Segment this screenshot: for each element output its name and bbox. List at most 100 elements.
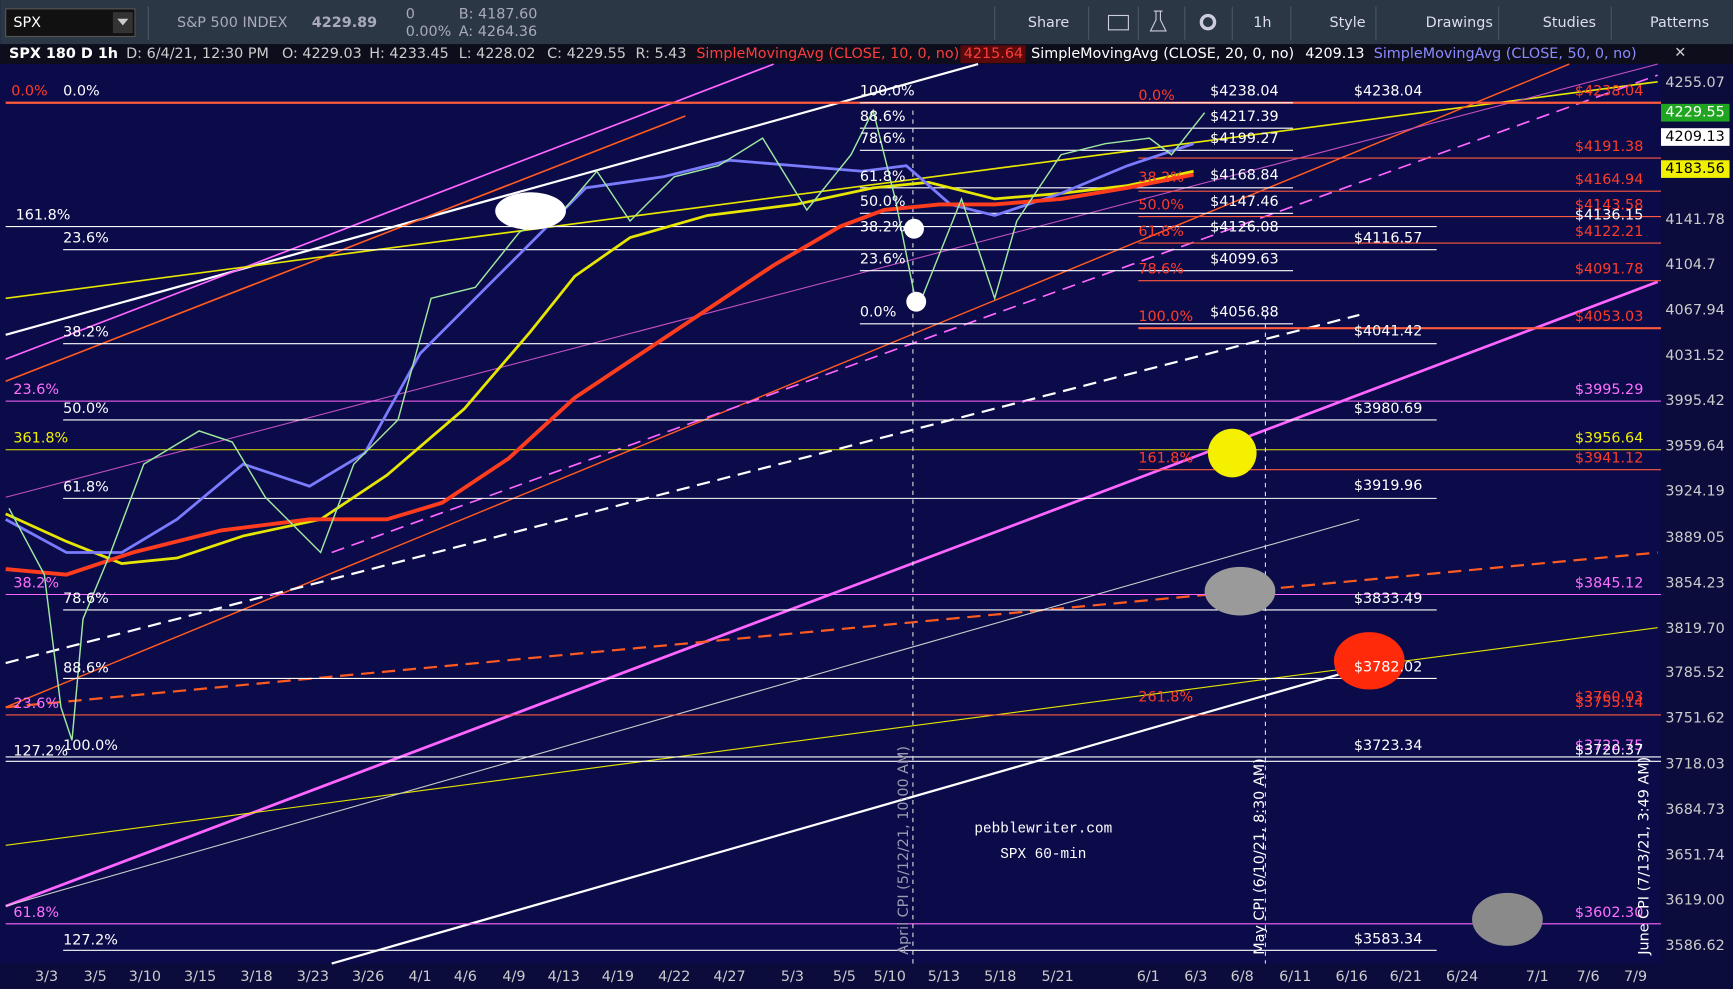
date-tick-label: 6/3 — [1184, 969, 1207, 985]
study-value: 4215.64 — [964, 46, 1023, 62]
price-tick-label: 3854.23 — [1665, 575, 1724, 591]
icon-settings[interactable] — [1199, 13, 1217, 31]
level-label: 38.2% — [13, 575, 59, 591]
price-badge — [1661, 128, 1730, 146]
price-badge-label: 4209.13 — [1665, 129, 1724, 145]
date-tick-label: 6/21 — [1390, 969, 1422, 985]
level-label: 0.0% — [1138, 88, 1174, 104]
level-label: $3919.96 — [1354, 478, 1423, 494]
price-tick-label: 3995.42 — [1665, 393, 1724, 409]
date-tick-label: 4/19 — [602, 969, 634, 985]
price-tick-label: 4104.7 — [1665, 257, 1715, 273]
level-label: $3995.29 — [1575, 382, 1644, 398]
level-label: $3755.14 — [1575, 695, 1644, 711]
toolbar-button[interactable]: Share — [1028, 15, 1070, 31]
icon-flask[interactable] — [1149, 10, 1167, 32]
chart-area — [0, 64, 1662, 964]
study-value: 4209.13 — [1305, 46, 1364, 62]
date-axis — [0, 963, 1733, 989]
level-label: 61.8% — [63, 479, 109, 495]
toolbar-button[interactable]: Drawings — [1426, 15, 1493, 31]
info-range: R: 5.43 — [636, 46, 687, 62]
instrument-name: S&P 500 INDEX — [177, 15, 288, 31]
date-tick-label: 5/18 — [984, 969, 1016, 985]
toolbar-button[interactable]: Patterns — [1650, 15, 1709, 31]
level-label: 78.6% — [860, 131, 906, 147]
level-label: 0.0% — [63, 84, 99, 100]
dynamic-layer: SPX S&P 500 INDEX 4229.89 0 0.00% B: 4187.60 A… — [9, 6, 1730, 985]
level-label: 0.0% — [860, 305, 896, 321]
event-label: May CPI (6/10/21, 8:30 AM) — [1252, 758, 1268, 954]
watermark: SPX 60-min — [1000, 847, 1086, 863]
study-label: SimpleMovingAvg (CLOSE, 20, 0, no) — [1031, 46, 1294, 62]
level-label: 127.2% — [13, 743, 68, 759]
level-label: $4126.08 — [1210, 220, 1279, 236]
date-tick-label: 3/23 — [297, 969, 329, 985]
level-label: $4238.04 — [1210, 84, 1279, 100]
level-label: $4053.03 — [1575, 309, 1644, 325]
level-label: $4147.46 — [1210, 194, 1279, 210]
price-tick-label: 3619.00 — [1665, 893, 1724, 909]
level-label: 61.8% — [1138, 224, 1184, 240]
info-high: H: 4233.45 — [369, 46, 449, 62]
level-label: $3602.30 — [1575, 905, 1644, 921]
date-tick-label: 6/1 — [1137, 969, 1160, 985]
info-title: SPX 180 D 1h — [9, 46, 118, 62]
level-label: 50.0% — [860, 194, 906, 210]
level-label: $4199.27 — [1210, 131, 1279, 147]
date-tick-label: 4/22 — [658, 969, 690, 985]
level-label: $4041.42 — [1354, 324, 1423, 340]
level-label: 23.6% — [13, 696, 59, 712]
crosshair-icon[interactable]: ✕ — [1674, 45, 1686, 61]
level-label: $3782.02 — [1354, 659, 1423, 675]
date-tick-label: 7/9 — [1624, 969, 1647, 985]
level-label: 23.6% — [860, 252, 906, 268]
date-tick-label: 7/6 — [1577, 969, 1600, 985]
date-tick-label: 3/18 — [240, 969, 272, 985]
event-label: June CPI (7/13/21, 3:49 AM) — [1636, 757, 1652, 956]
level-label: $4136.15 — [1575, 207, 1644, 223]
date-tick-label: 3/26 — [352, 969, 384, 985]
price-tick-label: 4255.07 — [1665, 75, 1724, 91]
level-label: $4091.78 — [1575, 262, 1644, 278]
study-label: SimpleMovingAvg (CLOSE, 50, 0, no) — [1374, 46, 1637, 62]
level-label: 38.2% — [1138, 170, 1184, 186]
level-label: 161.8% — [16, 207, 71, 223]
watermark: pebblewriter.com — [974, 822, 1112, 838]
symbol[interactable]: SPX — [13, 15, 41, 31]
markers — [495, 192, 1543, 946]
date-tick-label: 4/1 — [409, 969, 432, 985]
date-tick-label: 4/6 — [454, 969, 477, 985]
bid: B: 4187.60 — [459, 6, 538, 22]
icon-layout[interactable] — [1107, 14, 1129, 31]
date-tick-label: 3/10 — [129, 969, 161, 985]
level-label: $3956.64 — [1575, 431, 1644, 447]
date-tick-label: 4/13 — [548, 969, 580, 985]
price-tick-label: 3785.52 — [1665, 665, 1724, 681]
level-label: 38.2% — [63, 325, 109, 341]
price-tick-label: 3586.62 — [1665, 938, 1724, 954]
price-tick-label: 4031.52 — [1665, 348, 1724, 364]
level-label: $4116.57 — [1354, 231, 1423, 247]
price-tick-label: 3959.64 — [1665, 438, 1724, 454]
info-date: D: 6/4/21, 12:30 PM — [126, 46, 269, 62]
level-label: $3833.49 — [1354, 591, 1423, 607]
info-open: O: 4229.03 — [282, 46, 362, 62]
price-tick-label: 4067.94 — [1665, 303, 1724, 319]
ask: A: 4264.36 — [459, 24, 537, 40]
price-tick-label: 3684.73 — [1665, 802, 1724, 818]
level-label: 50.0% — [1138, 198, 1184, 214]
level-label: $4191.38 — [1575, 139, 1644, 155]
toolbar — [0, 0, 1733, 45]
level-label: 0.0% — [11, 84, 47, 100]
toolbar-button[interactable]: Style — [1330, 15, 1366, 31]
level-label: 38.2% — [860, 220, 906, 236]
toolbar-button[interactable]: Studies — [1543, 15, 1596, 31]
toolbar-button[interactable]: 1h — [1253, 15, 1271, 31]
date-tick-label: 6/24 — [1446, 969, 1478, 985]
level-label: $4056.88 — [1210, 305, 1279, 321]
date-tick-label: 4/27 — [713, 969, 745, 985]
price-badge-label: 4183.56 — [1665, 161, 1724, 177]
